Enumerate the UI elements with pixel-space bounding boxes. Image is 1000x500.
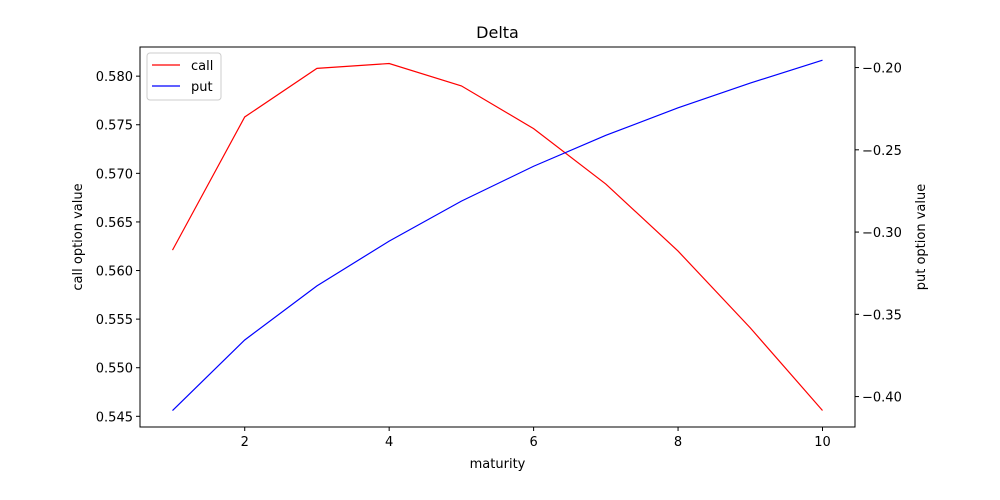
- x-tick-label: 6: [529, 435, 537, 450]
- left-y-tick-label: 0.570: [96, 167, 133, 182]
- right-y-tick-label: −0.20: [862, 62, 902, 77]
- x-tick-label: 8: [674, 435, 682, 450]
- chart-title: Delta: [476, 23, 519, 42]
- x-tick-label: 4: [385, 435, 393, 450]
- put-series-line: [172, 59, 823, 411]
- legend-put-label: put: [191, 80, 213, 95]
- ticks-layer: 2 4 6 8 10 0.545 0.550 0.555 0.560 0.565 0.570 0.57…: [96, 62, 902, 450]
- call-series-line: [171, 62, 823, 411]
- left-y-tick-label: 0.565: [96, 216, 133, 231]
- left-y-axis-label: call option value: [71, 183, 86, 290]
- legend: call put: [146, 52, 222, 101]
- plot-frame: [139, 46, 856, 428]
- left-y-tick-label: 0.575: [96, 119, 133, 134]
- right-y-axis-label: put option value: [914, 184, 929, 290]
- x-tick-label: 10: [814, 435, 831, 450]
- x-tick-label: 2: [241, 435, 249, 450]
- left-y-tick-label: 0.545: [96, 410, 133, 425]
- x-axis-label: maturity: [470, 457, 526, 472]
- left-y-tick-label: 0.555: [96, 313, 133, 328]
- series-layer: [171, 59, 823, 411]
- left-y-tick-label: 0.560: [96, 265, 133, 280]
- right-y-tick-label: −0.30: [862, 226, 902, 241]
- legend-call-label: call: [191, 59, 213, 74]
- right-y-tick-label: −0.25: [862, 144, 902, 159]
- right-y-tick-label: −0.35: [862, 308, 902, 323]
- left-y-tick-label: 0.580: [96, 70, 133, 85]
- left-y-tick-label: 0.550: [96, 362, 133, 377]
- right-y-tick-label: −0.40: [862, 391, 902, 406]
